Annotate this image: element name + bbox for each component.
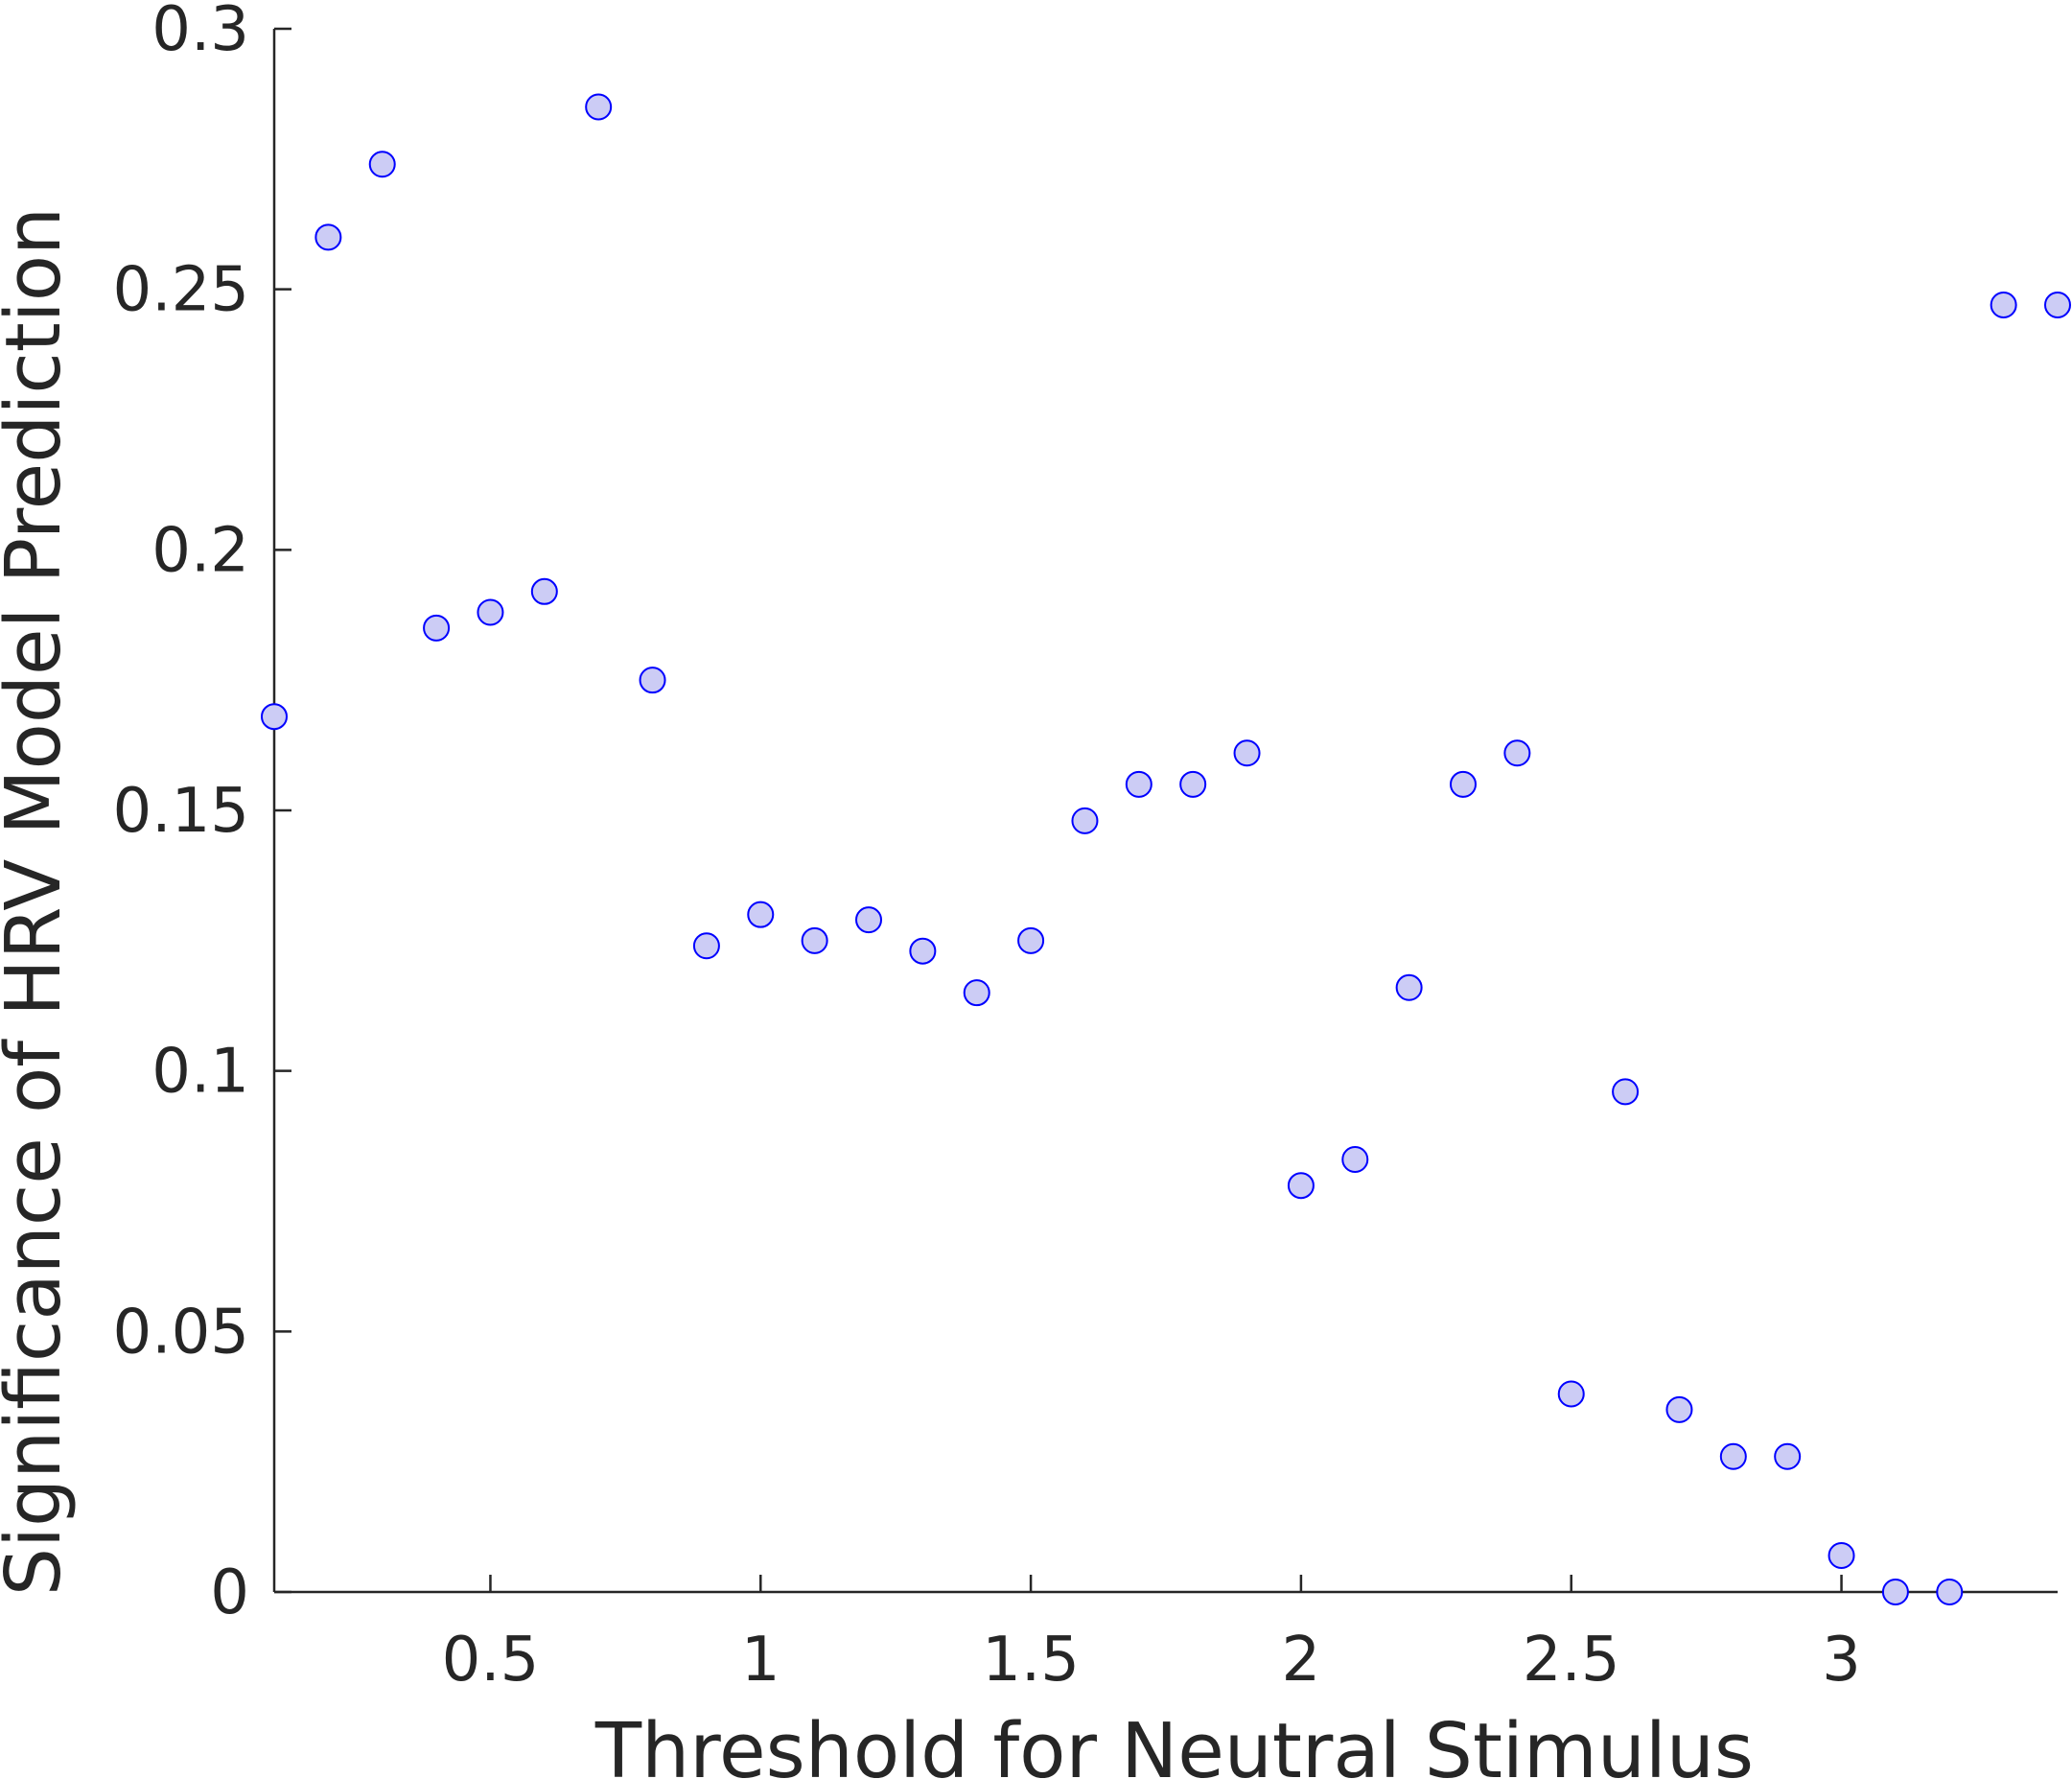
x-axis-label: Threshold for Neutral Stimulus [594, 1707, 1754, 1779]
data-point [855, 906, 882, 934]
data-point [1557, 1380, 1585, 1408]
x-tick-label: 2 [1282, 1625, 1321, 1696]
data-point [1071, 807, 1099, 834]
data-point [1881, 1579, 1909, 1605]
x-tick-label: 1 [741, 1625, 780, 1696]
data-point [1719, 1442, 1747, 1470]
x-axis-ticks: 0.5 1 1.5 2 2.5 3 [442, 1575, 1861, 1696]
data-point [1179, 770, 1207, 798]
data-point [1233, 739, 1261, 767]
y-tick-label: 0.15 [113, 776, 250, 847]
data-point [639, 667, 666, 694]
data-point [261, 703, 288, 731]
data-point [2044, 291, 2071, 318]
data-point [1125, 770, 1152, 798]
data-point [1774, 1442, 1802, 1470]
data-point [1936, 1579, 1964, 1605]
data-point [585, 93, 613, 121]
data-point [801, 926, 828, 954]
data-point [692, 932, 720, 960]
y-tick-label: 0.3 [151, 0, 249, 65]
y-tick-label: 0.1 [151, 1037, 249, 1108]
data-point [909, 937, 937, 965]
data-point [1450, 770, 1477, 798]
data-point [530, 577, 558, 605]
y-tick-label: 0 [210, 1557, 249, 1628]
data-point [1828, 1541, 1855, 1569]
data-point [477, 598, 504, 626]
x-tick-label: 1.5 [982, 1625, 1080, 1696]
y-tick-label: 0.25 [113, 255, 250, 326]
y-tick-label: 0.05 [113, 1297, 250, 1368]
x-tick-label: 3 [1822, 1625, 1861, 1696]
data-point [1395, 973, 1423, 1001]
data-point [963, 979, 990, 1007]
data-point [1017, 926, 1045, 954]
data-point [368, 151, 396, 178]
data-point [1990, 291, 2017, 318]
data-point [1287, 1172, 1315, 1200]
data-point [747, 901, 775, 928]
data-points [261, 93, 2071, 1605]
axes [272, 29, 2058, 1594]
data-point [1503, 739, 1531, 767]
x-tick-label: 2.5 [1523, 1625, 1620, 1696]
data-point [423, 614, 451, 642]
data-point [314, 223, 342, 251]
data-point [1341, 1146, 1369, 1174]
y-axis-ticks: 0 0.05 0.1 0.15 0.2 0.25 0.3 [113, 0, 291, 1628]
data-point [1665, 1395, 1693, 1423]
y-axis-label: Significance of HRV Model Prediction [0, 207, 78, 1596]
data-point [1612, 1078, 1640, 1106]
y-tick-label: 0.2 [151, 515, 249, 586]
x-tick-label: 0.5 [442, 1625, 540, 1696]
